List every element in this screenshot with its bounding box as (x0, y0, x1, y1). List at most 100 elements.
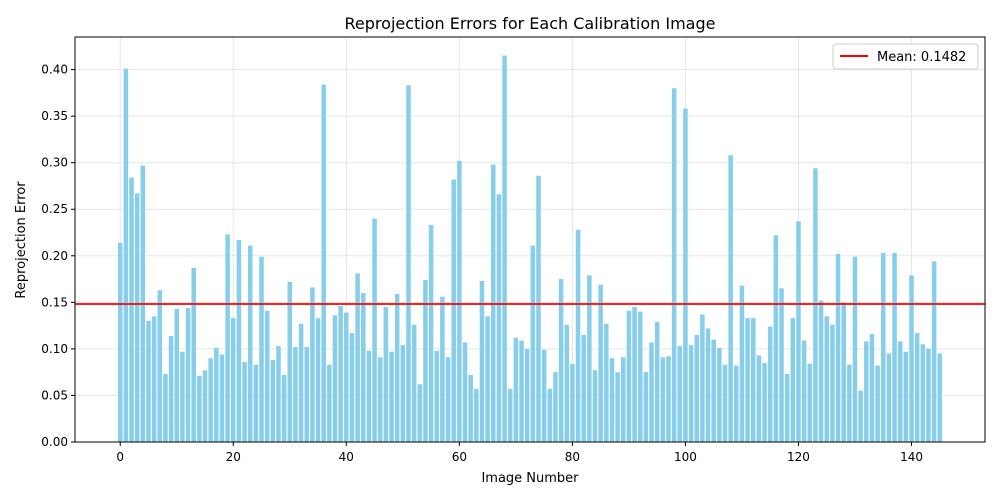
bar (570, 363, 575, 442)
bar (864, 341, 869, 442)
bar (818, 300, 824, 442)
bar (847, 364, 852, 442)
bar (751, 318, 756, 442)
bar (264, 310, 270, 442)
bar (875, 365, 880, 442)
bar (575, 229, 581, 442)
bar (858, 390, 863, 442)
y-tick-label: 0.25 (41, 202, 68, 216)
bar (587, 275, 592, 442)
bar (474, 388, 479, 442)
bar (451, 179, 456, 442)
bar (377, 357, 383, 442)
bar (225, 234, 230, 442)
bar (666, 356, 671, 442)
bar (598, 284, 603, 442)
bar (637, 311, 643, 442)
bar (496, 194, 502, 442)
bar (700, 314, 705, 442)
legend-mean-label: Mean: 0.1482 (877, 50, 966, 65)
y-tick-label: 0.15 (41, 295, 68, 309)
bar (660, 357, 666, 442)
bar (411, 324, 417, 442)
bar (931, 261, 937, 442)
bar (315, 318, 321, 442)
bar (163, 374, 168, 442)
bar (270, 360, 276, 442)
bar (739, 285, 745, 442)
bar (146, 320, 151, 442)
bar (581, 334, 586, 442)
bar (897, 341, 903, 442)
bar (784, 374, 790, 442)
bar (694, 334, 699, 442)
y-tick-label: 0.00 (41, 435, 68, 449)
bar (259, 256, 264, 442)
bar (677, 346, 683, 442)
bar (129, 177, 134, 442)
bar (485, 316, 490, 442)
bar (830, 324, 835, 442)
bar (841, 302, 846, 442)
bar (507, 388, 513, 442)
bar (355, 273, 360, 442)
bar (903, 351, 909, 442)
bar (886, 353, 892, 442)
bar (445, 357, 451, 442)
bar (790, 318, 796, 442)
y-tick-label: 0.30 (41, 156, 68, 170)
bar (536, 175, 541, 443)
bar (722, 364, 728, 442)
bar (361, 293, 366, 442)
x-tick-label: 40 (339, 450, 354, 464)
bar (558, 279, 564, 442)
bar (892, 253, 897, 442)
bar (869, 334, 875, 442)
bar (632, 307, 637, 442)
bar (688, 345, 694, 442)
bar (117, 242, 123, 442)
bar (604, 323, 609, 442)
bar (434, 350, 439, 442)
bar (654, 321, 660, 442)
legend: Mean: 0.1482 (832, 43, 979, 70)
bar (208, 358, 213, 442)
bar (327, 364, 332, 442)
bar (406, 85, 411, 443)
y-tick-label: 0.35 (41, 109, 68, 123)
bar (926, 348, 931, 442)
bar (372, 218, 377, 442)
bar (304, 347, 309, 442)
bar (242, 361, 247, 442)
bar (711, 339, 716, 442)
bar (389, 351, 394, 442)
bar (734, 365, 739, 442)
bar (881, 253, 886, 442)
y-axis-label: Reprojection Error (14, 181, 29, 299)
bar (394, 293, 400, 442)
bar (276, 346, 281, 442)
bar (191, 267, 196, 442)
bar (824, 316, 829, 442)
y-axis-ticks: 0.00 0.05 0.10 0.15 0.20 0.25 0.30 0.35 0.40 (41, 63, 75, 449)
x-tick-label: 80 (565, 450, 580, 464)
x-tick-label: 100 (674, 450, 697, 464)
bar (937, 353, 943, 442)
bar (553, 372, 558, 442)
bar (151, 316, 157, 442)
x-tick-label: 140 (900, 450, 923, 464)
bar (779, 288, 784, 442)
bar (796, 221, 801, 442)
bar (298, 323, 304, 442)
bar (281, 374, 287, 442)
plot-frame (74, 36, 986, 443)
bar (231, 318, 236, 442)
bar (519, 340, 524, 442)
bar (626, 310, 632, 442)
bar (202, 370, 208, 442)
bar (835, 253, 841, 442)
bar (592, 370, 598, 442)
bar (649, 342, 654, 442)
y-tick-label: 0.20 (41, 249, 68, 263)
